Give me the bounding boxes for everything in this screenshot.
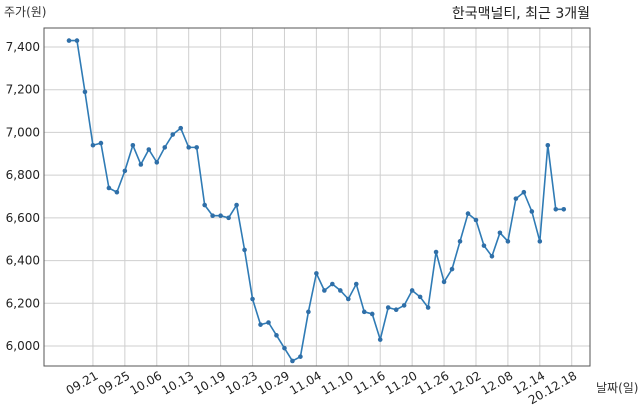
data-point [266, 320, 271, 325]
data-point [114, 189, 120, 195]
data-point [98, 140, 104, 146]
data-point [146, 147, 152, 152]
data-point [346, 296, 351, 302]
x-axis-label: 날짜(일) [596, 381, 638, 395]
data-point [497, 230, 503, 236]
data-point [194, 145, 199, 150]
data-point [130, 142, 136, 148]
data-point [250, 296, 255, 302]
x-tick-label: 09.25 [96, 368, 133, 397]
grid [44, 28, 590, 366]
y-axis-ticks: 6,000 6,200 6,400 6,600 6,800 7,000 7,200 7,400 [6, 40, 40, 353]
data-point [162, 145, 168, 150]
data-point [82, 89, 88, 95]
data-point [521, 189, 527, 195]
data-point [401, 303, 407, 308]
x-tick-label: 11.26 [415, 368, 452, 397]
data-point [66, 38, 72, 43]
x-tick-label: 11.10 [319, 368, 356, 397]
data-point [322, 288, 327, 293]
data-point [274, 333, 279, 338]
y-tick-label: 6,200 [6, 296, 40, 310]
data-point [122, 168, 128, 174]
data-point [353, 281, 359, 287]
data-point [513, 196, 519, 201]
data-point [178, 125, 184, 131]
data-point [489, 253, 495, 259]
data-point [377, 337, 383, 342]
data-point [186, 145, 191, 150]
y-tick-label: 7,400 [6, 40, 40, 54]
x-tick-label: 12.08 [479, 368, 516, 397]
data-point [330, 281, 335, 287]
x-tick-label: 09.21 [64, 368, 101, 397]
data-point [505, 239, 511, 244]
data-point [553, 207, 559, 212]
data-point [258, 322, 263, 327]
data-point [449, 266, 455, 272]
data-point [242, 247, 247, 253]
x-tick-label: 11.20 [383, 368, 420, 397]
data-point [90, 142, 96, 148]
data-point [338, 288, 343, 293]
data-point [537, 239, 543, 244]
data-point [298, 354, 303, 359]
chart-title: 한국맥널티, 최근 3개월 [452, 6, 590, 22]
y-tick-label: 6,800 [6, 168, 40, 182]
data-point [433, 249, 439, 255]
data-point [218, 213, 223, 219]
data-point [457, 239, 463, 244]
data-point [226, 215, 231, 221]
data-point [369, 311, 375, 317]
x-tick-label: 10.06 [128, 368, 165, 397]
data-point [361, 309, 367, 315]
x-tick-label: 10.13 [159, 368, 196, 397]
data-point [74, 38, 80, 43]
data-point [234, 202, 239, 208]
data-point [314, 271, 319, 276]
y-tick-label: 6,000 [6, 339, 40, 353]
data-point [441, 279, 447, 285]
x-axis-ticks: 09.2109.2510.0610.1310.1910.2310.2911.04… [64, 368, 580, 407]
data-point [306, 309, 311, 315]
data-point [202, 202, 207, 208]
data-point [409, 288, 415, 293]
data-point [545, 142, 551, 148]
data-point [417, 294, 423, 300]
y-tick-label: 6,400 [6, 254, 40, 268]
x-tick-label: 10.23 [223, 368, 260, 397]
x-tick-label: 12.02 [447, 368, 484, 397]
data-point [290, 358, 295, 364]
data-point [481, 243, 487, 248]
y-tick-label: 6,600 [6, 211, 40, 225]
price-series-points [66, 38, 567, 364]
x-tick-label: 11.04 [287, 368, 324, 397]
data-point [561, 207, 567, 212]
data-point [138, 162, 144, 167]
data-point [473, 217, 479, 223]
y-tick-label: 7,000 [6, 125, 40, 139]
data-point [106, 185, 112, 191]
data-point [385, 305, 391, 310]
x-tick-label: 11.16 [351, 368, 388, 397]
data-point [170, 132, 176, 137]
data-point [210, 213, 215, 219]
data-point [393, 307, 399, 312]
x-tick-label: 10.29 [255, 368, 292, 397]
data-point [425, 305, 431, 310]
data-point [282, 345, 287, 351]
data-point [529, 209, 535, 214]
data-point [465, 211, 471, 216]
x-tick-label: 10.19 [191, 368, 228, 397]
y-tick-label: 7,200 [6, 83, 40, 97]
plot-frame [43, 27, 591, 367]
y-axis-label: 주가(원) [4, 5, 46, 19]
data-point [154, 160, 160, 165]
